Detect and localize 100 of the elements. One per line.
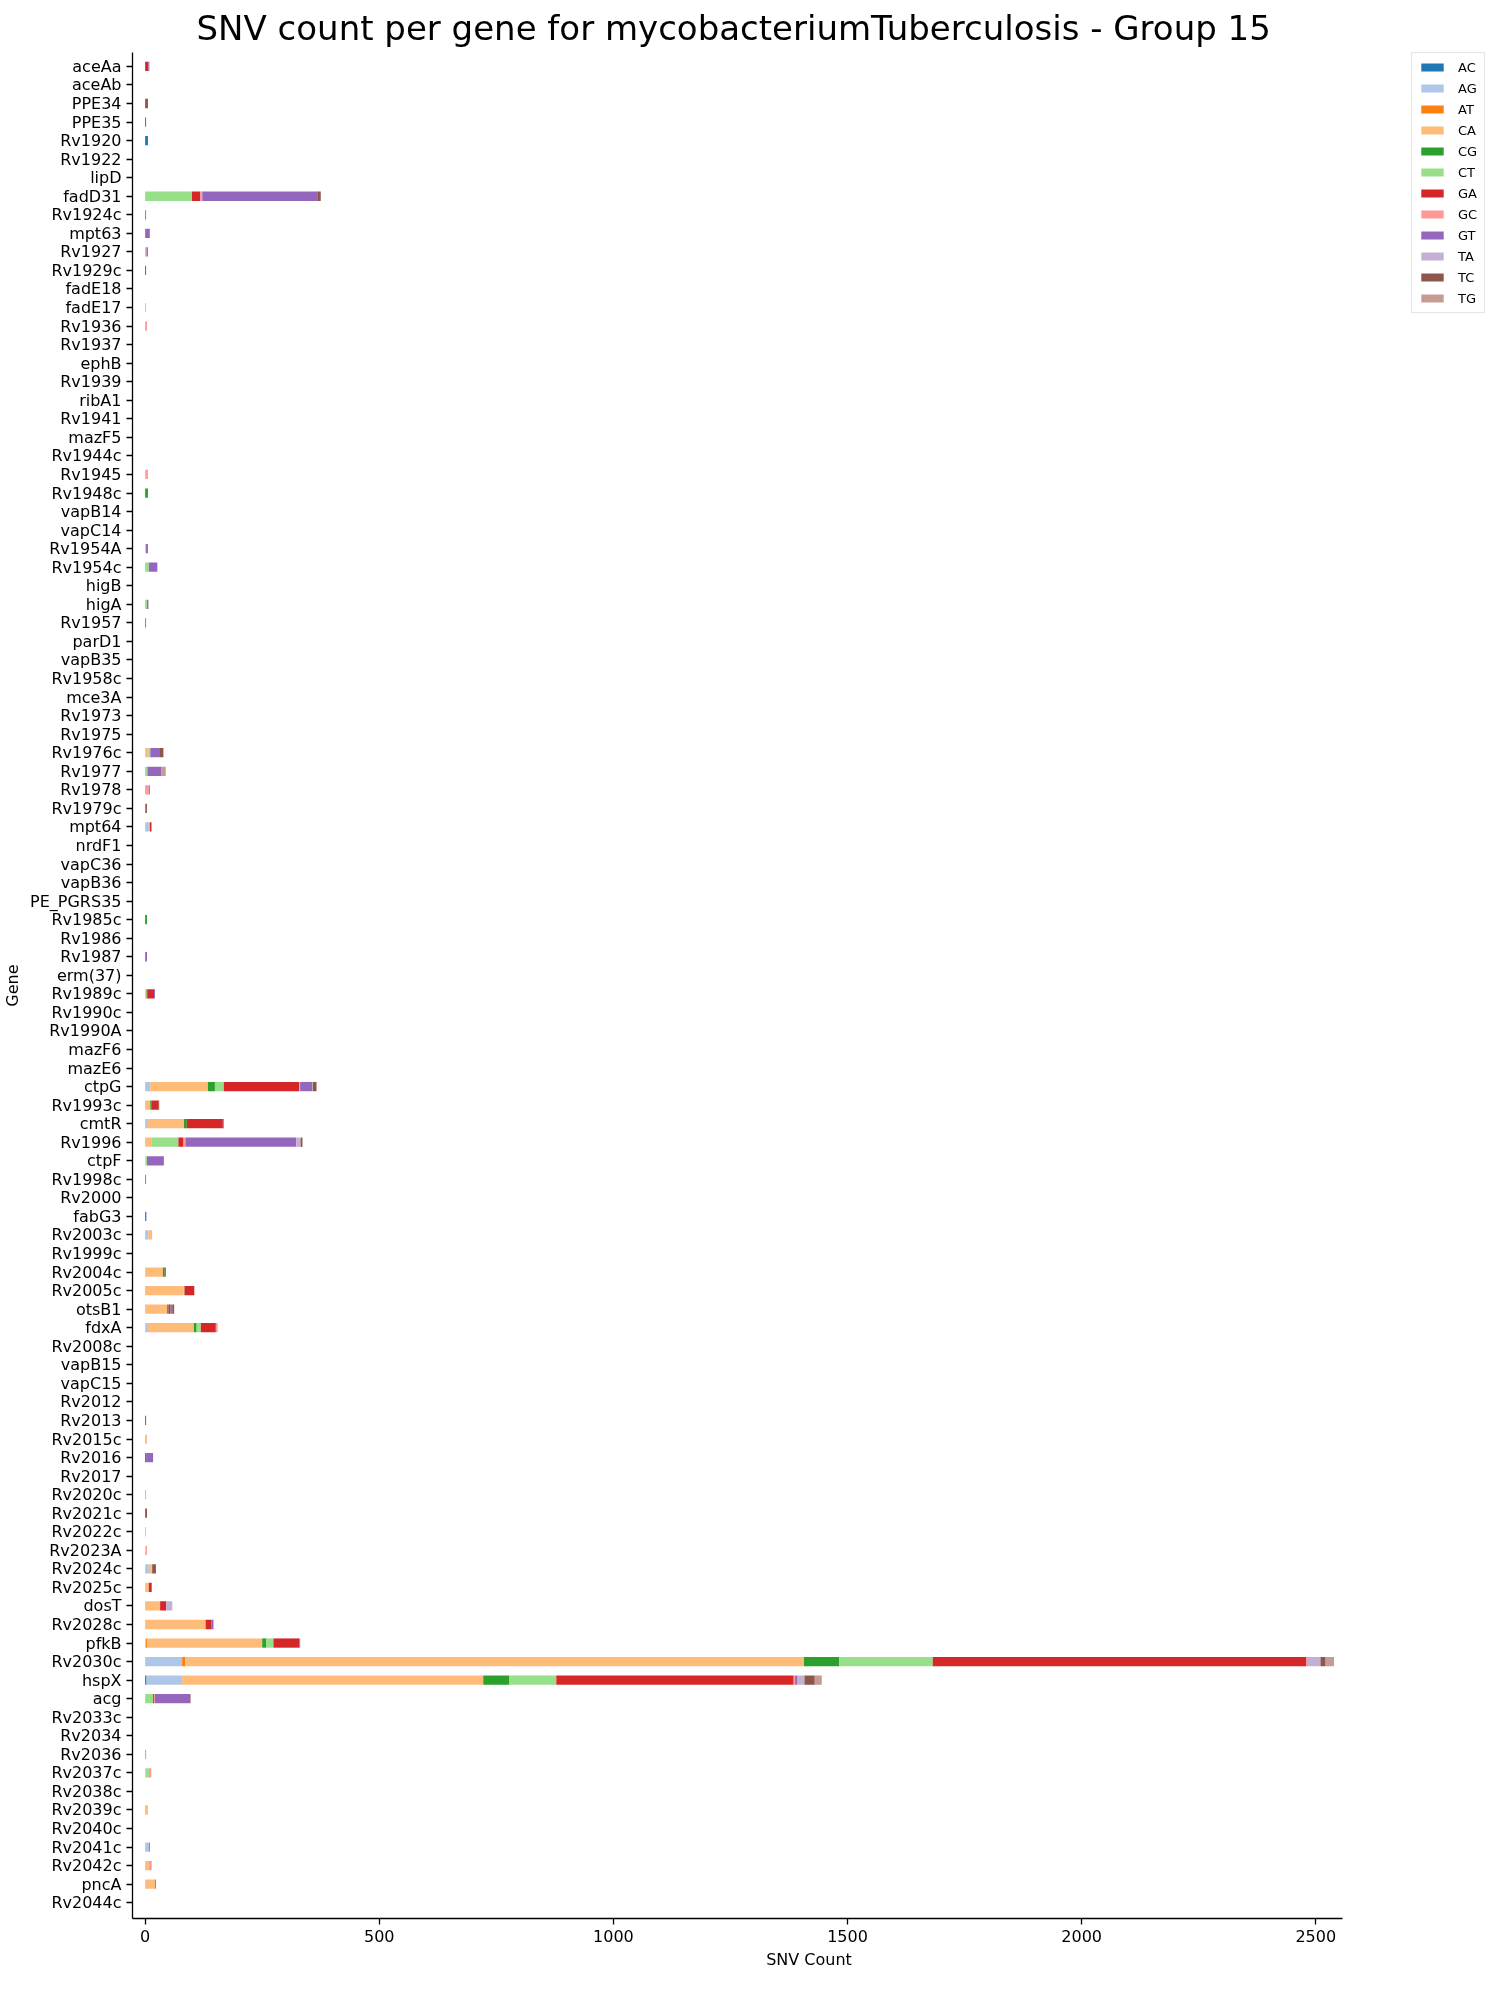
y-tick-label: Rv1929c	[51, 260, 122, 280]
y-tick-label: mazF5	[68, 427, 122, 447]
y-tick-label: vapB14	[60, 502, 122, 522]
y-tick-label: Rv1999c	[51, 1244, 122, 1264]
legend-label: CT	[1458, 164, 1477, 180]
x-axis-title: SNV Count	[766, 1949, 852, 1969]
y-tick-label: mazE6	[67, 1058, 122, 1078]
y-tick-label: PPE35	[71, 112, 122, 132]
x-tick-label: 0	[140, 1926, 151, 1946]
y-tick-label: Rv2025c	[51, 1577, 122, 1597]
y-tick-label: Rv2000	[60, 1188, 122, 1208]
y-tick-label: Rv1922	[60, 149, 122, 169]
y-tick-label: mpt63	[69, 223, 122, 243]
y-tick-label: pfkB	[85, 1633, 122, 1653]
y-tick-label: parD1	[72, 631, 122, 651]
legend-label: AT	[1458, 101, 1475, 117]
chart-title: SNV count per gene for mycobacteriumTuberculosis - Group 15	[196, 7, 1271, 48]
y-tick-label: Rv2021c	[51, 1503, 122, 1523]
y-tick-label: mpt64	[69, 817, 122, 837]
y-tick-label: Rv1989c	[51, 984, 122, 1004]
legend-label: AC	[1458, 59, 1477, 75]
y-tick-label: vapC14	[60, 520, 122, 540]
y-tick-label: nrdF1	[75, 835, 122, 855]
y-tick-label: Rv2008c	[51, 1336, 122, 1356]
y-tick-label: ephB	[80, 353, 122, 373]
x-tick-label: 1500	[827, 1926, 868, 1946]
y-tick-label: Rv2022c	[51, 1522, 122, 1542]
y-tick-label: PE_PGRS35	[30, 891, 122, 912]
y-tick-label: Rv2038c	[51, 1781, 122, 1801]
x-tick-label: 1000	[593, 1926, 634, 1946]
y-tick-label: vapB15	[60, 1355, 122, 1375]
y-tick-label: Rv2044c	[51, 1893, 122, 1913]
y-tick-label: fadE18	[65, 279, 122, 299]
y-tick-label: vapC15	[60, 1373, 122, 1393]
y-tick-label: Rv1958c	[51, 669, 122, 689]
y-tick-label: Rv2017	[60, 1466, 122, 1486]
y-tick-label: vapB36	[60, 873, 122, 893]
y-tick-label: Rv1985c	[51, 910, 122, 930]
legend-label: GT	[1458, 227, 1477, 243]
y-tick-label: Rv1939	[60, 372, 122, 392]
y-axis-title: Gene	[3, 964, 23, 1007]
y-tick-label: Rv2003c	[51, 1225, 122, 1245]
y-tick-label: Rv1927	[60, 242, 122, 262]
y-tick-label: Rv1987	[60, 947, 122, 967]
legend-label: TG	[1458, 290, 1477, 306]
y-tick-label: Rv1975	[60, 724, 122, 744]
y-tick-label: Rv1936	[60, 316, 122, 336]
y-tick-label: aceAb	[71, 75, 122, 95]
y-tick-label: erm(37)	[56, 965, 122, 985]
y-tick-label: hspX	[81, 1670, 122, 1690]
y-tick-label: fdxA	[85, 1318, 122, 1338]
y-tick-label: PPE34	[71, 94, 122, 114]
y-tick-label: Rv1937	[60, 335, 122, 355]
x-tick-label: 500	[364, 1926, 395, 1946]
y-tick-label: otsB1	[75, 1299, 122, 1319]
y-tick-label: Rv2034	[60, 1726, 122, 1746]
y-tick-label: ribA1	[79, 390, 122, 410]
y-tick-label: Rv1941	[60, 409, 122, 429]
y-tick-label: Rv2015c	[51, 1429, 122, 1449]
y-tick-label: Rv2033c	[51, 1707, 122, 1727]
y-tick-label: Rv2020c	[51, 1485, 122, 1505]
legend-label: GC	[1458, 206, 1478, 222]
y-tick-label: Rv1998c	[51, 1169, 122, 1189]
y-tick-label: Rv1979c	[51, 798, 122, 818]
y-tick-label: Rv2040c	[51, 1819, 122, 1839]
y-tick-label: higB	[85, 576, 122, 596]
y-tick-label: lipD	[90, 168, 122, 188]
y-tick-label: Rv1996	[60, 1132, 122, 1152]
y-tick-label: Rv1978	[60, 780, 122, 800]
y-tick-label: fadE17	[65, 298, 122, 318]
y-tick-label: mce3A	[66, 687, 122, 707]
y-tick-label: acg	[92, 1689, 122, 1709]
y-tick-label: Rv2028c	[51, 1615, 122, 1634]
y-tick-label: Rv2013	[60, 1410, 122, 1430]
y-tick-label: Rv2037c	[51, 1763, 122, 1783]
y-tick-label: fadD31	[63, 186, 122, 206]
y-tick-label: Rv2030c	[51, 1652, 122, 1672]
y-tick-label: Rv2042c	[51, 1856, 122, 1876]
legend-label: CG	[1458, 143, 1478, 159]
legend-label: GA	[1458, 185, 1478, 201]
legend-label: TC	[1458, 269, 1476, 285]
y-tick-label: dosT	[83, 1596, 122, 1616]
y-tick-label: Rv1990c	[51, 1002, 122, 1022]
y-tick-label: ctpF	[87, 1151, 122, 1171]
y-tick-label: vapC36	[60, 854, 122, 874]
y-tick-label: Rv1948c	[51, 483, 122, 503]
legend-label: CA	[1458, 122, 1477, 138]
y-tick-label: Rv2012	[60, 1392, 122, 1412]
y-tick-label: Rv1924c	[51, 205, 122, 225]
y-tick-label: Rv2036	[60, 1744, 122, 1764]
x-tick-label: 2500	[1295, 1926, 1337, 1946]
y-tick-label: Rv2004c	[51, 1262, 122, 1282]
y-tick-label: mazF6	[68, 1039, 122, 1059]
x-tick-label: 2000	[1061, 1926, 1103, 1946]
y-tick-label: fabG3	[73, 1206, 122, 1226]
y-tick-label: Rv1944c	[51, 446, 122, 466]
y-tick-label: Rv1945	[60, 464, 122, 484]
y-tick-label: ctpG	[83, 1077, 122, 1097]
y-tick-label: Rv2005c	[51, 1281, 122, 1301]
legend-label: TA	[1458, 248, 1475, 264]
